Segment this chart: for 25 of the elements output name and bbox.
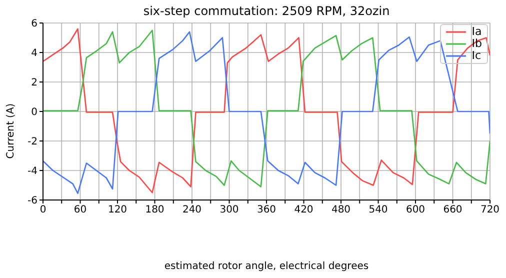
x-tick-label: 480 [331,204,351,216]
y-tick-label: 4 [31,48,38,60]
x-tick-label: 720 [480,204,500,216]
y-tick-label: 2 [31,78,38,89]
x-axis-title: estimated rotor angle, electrical degrees [163,261,370,272]
y-tick-label: -4 [28,166,38,178]
x-tick-label: 540 [368,204,388,216]
legend-label: Ia [472,25,482,38]
x-tick-label: 120 [108,204,128,216]
x-tick-label: 660 [443,204,462,216]
y-tick-label: -2 [28,136,38,148]
x-tick-label: 360 [256,204,276,216]
x-tick-label: 180 [145,204,164,216]
x-tick-label: 420 [294,204,314,216]
x-tick-label: 60 [74,204,87,216]
y-tick-label: 6 [31,18,38,30]
chart-title: six-step commutation: 2509 RPM, 32ozin [142,4,391,18]
y-axis-title: Current (A) [6,103,17,159]
x-tick-label: 300 [220,204,239,216]
x-tick-label: 240 [182,204,202,216]
y-tick-label: -6 [28,196,38,207]
y-tick-label: 0 [31,107,38,118]
x-tick-label: 600 [406,204,426,216]
legend-label: Ic [472,49,482,62]
x-tick-label: 0 [40,204,46,216]
